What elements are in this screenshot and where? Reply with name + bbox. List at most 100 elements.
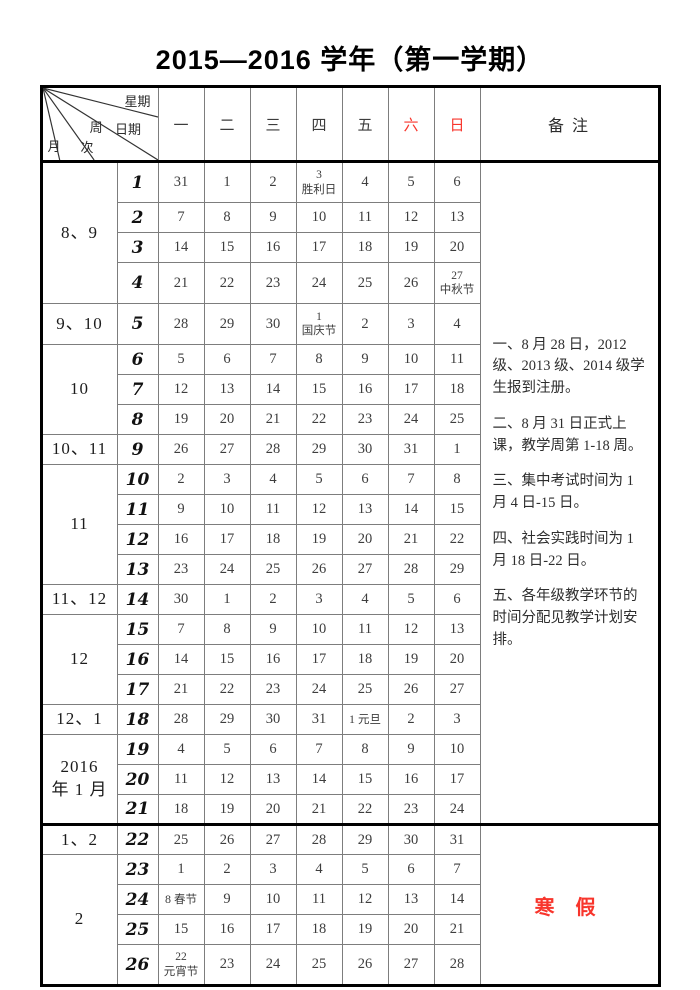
- date-number: 1: [316, 310, 322, 323]
- day-cell: 12: [387, 202, 435, 233]
- day-cell: 7: [157, 202, 205, 233]
- day-cell: 24: [203, 554, 251, 585]
- week-number: 2: [116, 202, 159, 233]
- day-cell: 9: [387, 734, 435, 765]
- week-row-10: 11 10 2 3 4 5 6 7 8: [40, 464, 659, 585]
- day-cell: 31: [387, 434, 435, 465]
- corner-date-label: 日期: [114, 122, 141, 138]
- week-number: 14: [116, 584, 159, 615]
- day-cell: 25: [341, 262, 389, 304]
- week-row-12: 12 16 17 18 19 20 21 22: [41, 524, 659, 555]
- day-cell: 2: [157, 464, 205, 495]
- day-cell: 30: [249, 303, 297, 345]
- week-row-3: 3 14 15 16 17 18 19 20: [41, 232, 659, 263]
- corner-weekday-label: 星期: [124, 94, 151, 109]
- week-number: 15: [116, 614, 159, 645]
- day-cell: 23: [157, 554, 205, 585]
- day-cell: 18: [341, 232, 389, 263]
- day-cell: 26: [295, 554, 343, 585]
- day-cell: 20: [203, 404, 251, 435]
- day-cell: 16: [341, 374, 389, 405]
- day-cell: 11: [433, 344, 481, 375]
- week-row-18: 12、1 18 28 29 30 31 1 元旦 2 3: [40, 704, 659, 735]
- month-group-label: 11: [40, 464, 118, 585]
- day-cell: 22: [203, 262, 251, 304]
- day-cell: 3: [249, 854, 297, 885]
- day-cell: 13: [433, 614, 481, 645]
- day-cell: 6: [203, 344, 251, 375]
- day-cell: 26: [387, 674, 435, 705]
- weekday-header-1: 一: [157, 86, 205, 163]
- day-cell: 27 中秋节: [433, 262, 481, 304]
- day-cell: 4: [341, 584, 389, 615]
- holiday-label: 国庆节: [301, 325, 337, 337]
- day-cell: 1: [433, 434, 481, 465]
- day-cell: 16: [387, 764, 435, 795]
- day-cell: 23: [249, 674, 297, 705]
- month-group-label: 1、2: [40, 823, 118, 855]
- day-cell: 21: [249, 404, 297, 435]
- week-row-1: 8、9 1 31 1 2 3 胜利日 4 5 6 一、8 月 28 日，2012 级、2013 级、…: [40, 161, 660, 825]
- day-cell: 9: [203, 884, 251, 915]
- remarks-header: 备 注: [479, 86, 660, 163]
- day-cell: 19: [387, 644, 435, 675]
- week-number: 18: [116, 704, 159, 735]
- day-cell: 28: [249, 434, 297, 465]
- day-cell: 25: [341, 674, 389, 705]
- week-row-15: 12 15 7 8 9 10 11 12 13: [40, 614, 659, 705]
- day-cell: 4: [433, 303, 481, 345]
- day-cell: 18: [295, 914, 343, 945]
- day-cell: 20: [433, 232, 481, 263]
- remark-note-5: 五、各年级教学环节的时间分配见教学计划安排。: [492, 588, 638, 648]
- week-row-14: 11、12 14 30 1 2 3 4 5 6: [40, 584, 659, 615]
- weekday-header-7: 日: [433, 86, 481, 163]
- day-cell: 7: [295, 734, 343, 765]
- day-cell: 7: [249, 344, 297, 375]
- day-cell: 11: [157, 764, 205, 795]
- day-cell: 12: [295, 494, 343, 525]
- day-cell: 12: [157, 374, 205, 405]
- day-cell: 30: [341, 434, 389, 465]
- holiday-label: 元宵节: [163, 965, 199, 978]
- day-cell: 25: [157, 823, 205, 855]
- week-row-26: 26 22 元宵节 23 24 25 26 27 28: [41, 944, 659, 986]
- day-cell: 13: [249, 764, 297, 795]
- day-cell: 17: [433, 764, 481, 795]
- day-cell: 7: [157, 614, 205, 645]
- day-cell: 24: [295, 262, 343, 304]
- week-number: 9: [116, 434, 159, 465]
- day-cell: 15: [295, 374, 343, 405]
- remark-note-4: 四、社会实践时间为 1 月 18 日-22 日。: [492, 530, 634, 569]
- day-cell: 19: [295, 524, 343, 555]
- week-number: 3: [116, 232, 159, 263]
- day-cell: 2: [203, 854, 251, 885]
- day-cell: 16: [249, 644, 297, 675]
- day-cell: 24: [249, 944, 297, 986]
- week-row-4: 4 21 22 23 24 25 26 27 中秋节: [41, 262, 659, 304]
- day-cell: 23: [249, 262, 297, 304]
- remark-note-2: 二、8 月 31 日正式上课，教学周第 1-18 周。: [492, 415, 643, 454]
- week-row-2: 2 7 8 9 10 11 12 13: [41, 202, 659, 233]
- week-number: 8: [116, 404, 159, 435]
- day-cell: 15: [341, 764, 389, 795]
- week-number: 21: [116, 794, 159, 825]
- day-cell: 9: [157, 494, 205, 525]
- day-cell: 14: [249, 374, 297, 405]
- day-cell: 25: [295, 944, 343, 986]
- weekday-header-6: 六: [387, 86, 435, 163]
- day-cell: 15: [203, 232, 251, 263]
- corner-week-label: 周: [89, 120, 103, 136]
- day-cell: 30: [387, 823, 435, 855]
- week-number: 16: [116, 644, 159, 675]
- day-cell: 5: [295, 464, 343, 495]
- day-cell: 3: [203, 464, 251, 495]
- day-cell: 6: [249, 734, 297, 765]
- day-cell: 7: [433, 854, 481, 885]
- day-cell: 31: [433, 823, 481, 855]
- month-group-label: 8、9: [40, 161, 118, 304]
- day-cell: 21: [387, 524, 435, 555]
- day-cell: 27: [249, 823, 297, 855]
- weekday-header-3: 三: [249, 86, 297, 163]
- day-cell: 13: [203, 374, 251, 405]
- date-number: 3: [316, 169, 322, 182]
